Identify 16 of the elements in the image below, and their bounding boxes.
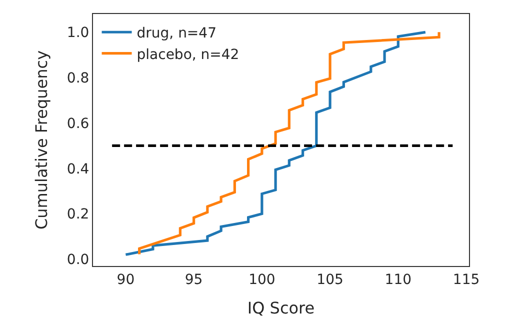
x-tick-label: 110 [384,272,412,288]
legend-label: drug, n=47 [136,26,216,42]
x-tick-label: 90 [116,272,135,288]
y-tick-label: 0.6 [66,116,90,132]
y-tick-label: 0.2 [66,206,90,223]
y-tick-label: 1.0 [66,25,90,42]
y-tick-label: 0.4 [66,161,90,178]
y-tick-label: 0.8 [66,70,90,86]
legend-label: placebo, n=42 [136,46,240,63]
x-tick-label: 115 [452,272,480,288]
x-tick-label: 95 [184,272,203,288]
y-tick-label: 0.0 [66,252,90,268]
x-tick-label: 100 [248,272,276,288]
x-tick-label: 105 [316,272,344,288]
y-axis-title: Cumulative Frequency [32,50,51,230]
x-axis-title: IQ Score [247,298,315,318]
